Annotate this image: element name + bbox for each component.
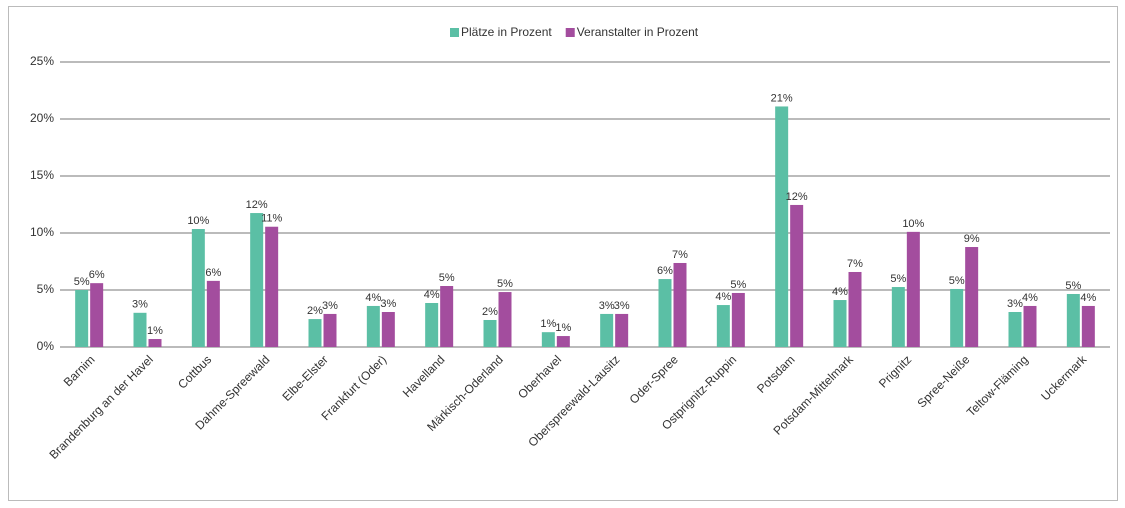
value-label: 6% xyxy=(89,269,105,281)
bar xyxy=(90,283,104,347)
legend-swatch xyxy=(565,28,575,37)
bar xyxy=(133,312,147,347)
value-label: 5% xyxy=(439,272,455,284)
legend-swatch xyxy=(450,28,459,37)
bar xyxy=(483,319,497,347)
value-label: 9% xyxy=(964,233,980,245)
bar xyxy=(425,302,439,347)
y-tick-label: 0% xyxy=(37,339,55,353)
legend-label: Veranstalter in Prozent xyxy=(577,25,699,39)
bar xyxy=(848,271,862,347)
value-label: 2% xyxy=(307,305,323,317)
bar xyxy=(716,305,730,347)
bar xyxy=(658,279,672,347)
bar xyxy=(381,312,395,347)
value-label: 6% xyxy=(657,265,673,277)
bar xyxy=(1081,305,1095,347)
value-label: 4% xyxy=(424,289,440,301)
value-label: 10% xyxy=(902,218,924,230)
y-tick-label: 10% xyxy=(30,225,54,239)
value-label: 4% xyxy=(1080,292,1096,304)
value-label: 5% xyxy=(730,279,746,291)
value-label: 5% xyxy=(1065,280,1081,292)
bar xyxy=(498,292,512,347)
bar xyxy=(790,204,804,347)
value-label: 3% xyxy=(380,298,396,310)
value-label: 12% xyxy=(246,199,268,211)
chart-border xyxy=(8,6,1118,501)
y-tick-label: 25% xyxy=(30,54,54,68)
value-label: 1% xyxy=(555,322,571,334)
bar xyxy=(906,231,920,347)
value-label: 3% xyxy=(599,300,615,312)
value-label: 5% xyxy=(890,273,906,285)
y-tick-label: 20% xyxy=(30,111,54,125)
y-tick-label: 15% xyxy=(30,168,54,182)
value-label: 7% xyxy=(672,249,688,261)
bar xyxy=(148,339,162,347)
value-label: 5% xyxy=(949,275,965,287)
bar xyxy=(75,290,89,347)
bar xyxy=(615,313,629,347)
value-label: 3% xyxy=(322,300,338,312)
bar xyxy=(366,305,380,347)
value-label: 1% xyxy=(147,325,163,337)
bar xyxy=(950,288,964,347)
bar xyxy=(600,313,614,347)
bar xyxy=(891,287,905,347)
bar xyxy=(191,229,205,347)
bar xyxy=(775,106,789,348)
value-label: 21% xyxy=(771,92,793,104)
bar xyxy=(308,319,322,347)
bar xyxy=(250,213,264,347)
value-label: 4% xyxy=(1022,292,1038,304)
value-label: 3% xyxy=(1007,298,1023,310)
bar xyxy=(440,286,454,347)
value-label: 10% xyxy=(187,215,209,227)
bar xyxy=(673,262,687,347)
bar xyxy=(323,313,337,347)
bar xyxy=(1023,305,1037,347)
bar xyxy=(1066,293,1080,347)
bar xyxy=(731,292,745,347)
legend-label: Plätze in Prozent xyxy=(461,25,552,39)
value-label: 7% xyxy=(847,258,863,270)
value-label: 5% xyxy=(497,278,513,290)
value-label: 3% xyxy=(614,300,630,312)
bar xyxy=(1008,312,1022,347)
y-tick-label: 5% xyxy=(37,282,55,296)
value-label: 4% xyxy=(832,286,848,298)
bar xyxy=(965,247,979,347)
value-label: 6% xyxy=(205,267,221,279)
value-label: 4% xyxy=(715,291,731,303)
bar xyxy=(541,332,555,347)
value-label: 11% xyxy=(261,213,282,225)
value-label: 1% xyxy=(540,318,556,330)
value-label: 4% xyxy=(365,292,381,304)
value-label: 12% xyxy=(786,191,808,203)
value-label: 2% xyxy=(482,306,498,318)
bar xyxy=(265,226,279,347)
bar xyxy=(833,300,847,347)
value-label: 5% xyxy=(74,276,90,288)
value-label: 3% xyxy=(132,299,148,311)
bar xyxy=(206,280,220,347)
bar xyxy=(556,336,570,347)
